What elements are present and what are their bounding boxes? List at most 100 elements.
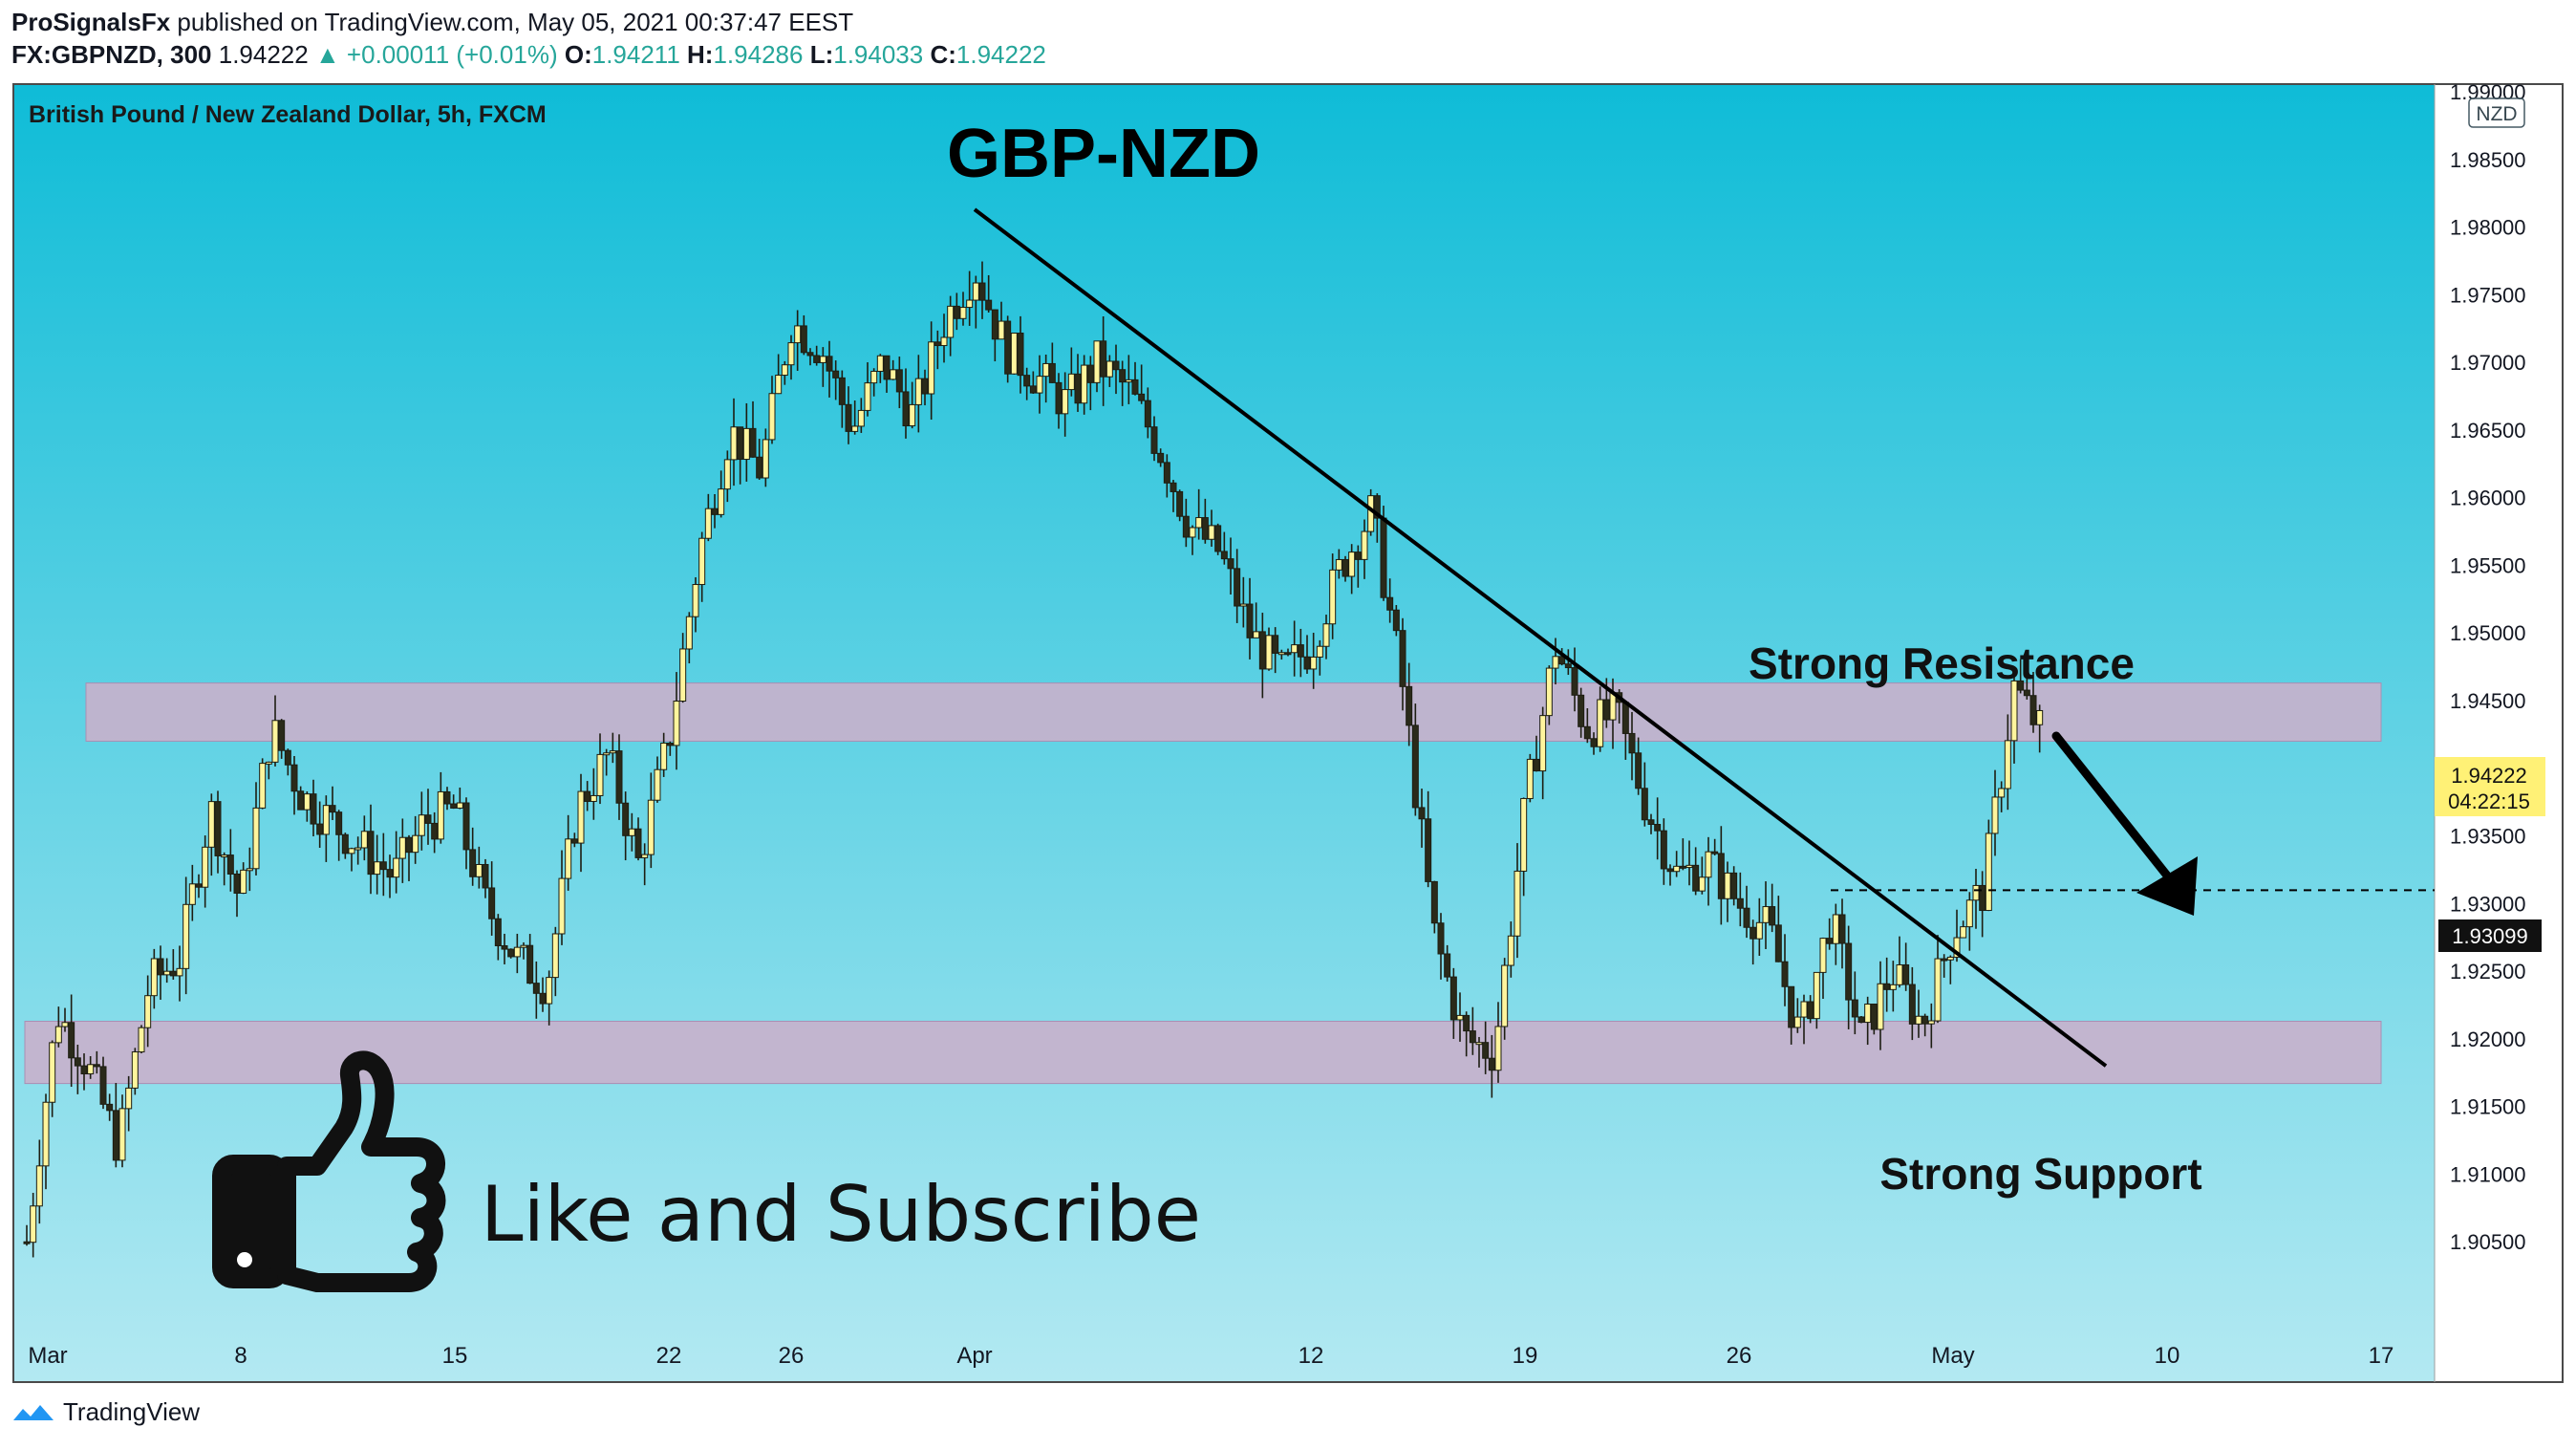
candle-body <box>1628 732 1636 754</box>
candle-body <box>1380 517 1387 598</box>
candle-body <box>1195 517 1203 529</box>
y-tick-label: 1.96000 <box>2450 487 2526 510</box>
y-tick-label: 1.97500 <box>2450 283 2526 307</box>
candle-body <box>1329 569 1337 625</box>
candle-body <box>787 342 795 366</box>
x-tick-label: 17 <box>2369 1343 2394 1369</box>
candle-body <box>494 918 502 946</box>
candle-body <box>367 831 375 876</box>
candle-body <box>1170 482 1177 492</box>
candle-body <box>718 488 725 515</box>
candle-body <box>1272 635 1279 654</box>
candle-body <box>35 1165 43 1207</box>
trendline <box>973 207 2108 1068</box>
candle-body <box>1367 495 1375 532</box>
candle-body <box>1507 935 1514 966</box>
candle-body <box>322 805 330 835</box>
candle-body <box>1813 971 1820 1020</box>
candle-body <box>1437 922 1445 955</box>
candle-body <box>360 831 368 849</box>
candle-body <box>513 946 521 958</box>
candle-body <box>1335 558 1342 571</box>
candle-body <box>418 814 425 836</box>
candle-body <box>252 807 260 870</box>
candle-body <box>169 970 177 977</box>
candle-body <box>2023 689 2030 697</box>
symbol-label[interactable]: FX:GBPNZD, 300 <box>11 40 212 69</box>
candle-body <box>1979 884 1986 912</box>
candle-body <box>1348 551 1356 577</box>
candle-body <box>1430 880 1438 924</box>
candle-body <box>1960 926 1967 939</box>
currency-badge[interactable]: NZD <box>2476 103 2517 125</box>
x-tick-label: May <box>1931 1343 1974 1369</box>
candle-body <box>1501 964 1509 1027</box>
candle-body <box>1578 694 1585 727</box>
countdown-value: 04:22:15 <box>2448 789 2530 813</box>
candle-body <box>1998 788 2006 798</box>
candle-body <box>118 1108 126 1161</box>
candle-body <box>412 834 419 854</box>
candle-body <box>1316 645 1323 658</box>
candle-body <box>144 995 152 1028</box>
candle-body <box>609 750 616 754</box>
footer-brand[interactable]: TradingView <box>63 1397 201 1426</box>
candle-body <box>558 877 566 935</box>
candle-body <box>138 1027 145 1053</box>
candle-body <box>335 811 343 835</box>
candle-body <box>1647 819 1655 826</box>
candle-body <box>456 802 463 809</box>
candle-body <box>1769 906 1776 926</box>
candle-body <box>1411 724 1419 809</box>
close-value: 1.94222 <box>955 40 1046 69</box>
candle-body <box>1736 898 1744 909</box>
support-zone <box>24 1020 2382 1085</box>
candle-body <box>1832 914 1839 944</box>
candle-body <box>1125 378 1132 383</box>
candle-body <box>462 802 470 851</box>
candle-body <box>1067 373 1075 391</box>
candle-body <box>546 977 553 1005</box>
candle-body <box>1743 907 1750 928</box>
candle-body <box>1609 692 1617 721</box>
candle-body <box>1520 797 1528 872</box>
candle-body <box>1590 738 1598 747</box>
close-label: C: <box>930 40 956 69</box>
candle-body <box>284 749 291 766</box>
candle-body <box>1513 870 1521 937</box>
candle-body <box>966 299 974 309</box>
candle-body <box>551 933 559 979</box>
candle-body <box>704 508 712 539</box>
candle-body <box>1144 400 1151 428</box>
publisher-name[interactable]: ProSignalsFx <box>11 8 171 36</box>
candle-body <box>1953 937 1961 958</box>
candle-body <box>1386 596 1394 611</box>
candle-body <box>125 1087 133 1110</box>
candle-body <box>1845 942 1853 1001</box>
candle-body <box>1029 385 1037 394</box>
candle-body <box>1150 426 1158 454</box>
candle-body <box>1214 525 1222 552</box>
open-label: O: <box>564 40 592 69</box>
candle-body <box>221 854 228 858</box>
candle-body <box>781 364 788 377</box>
chart-subtitle: British Pound / New Zealand Dollar, 5h, … <box>29 101 547 128</box>
y-tick-label: 1.91000 <box>2450 1162 2526 1186</box>
candle-body <box>768 393 776 441</box>
ohlc-line: FX:GBPNZD, 300 1.94222 ▲ +0.00011 (+0.01… <box>11 40 1046 70</box>
candle-body <box>1666 868 1674 873</box>
candle-body <box>1755 921 1763 940</box>
low-value: 1.94033 <box>833 40 924 69</box>
candle-body <box>207 801 215 848</box>
candle-body <box>1208 525 1215 540</box>
candle-body <box>176 967 183 977</box>
candle-body <box>1093 340 1101 383</box>
candle-body <box>1023 375 1031 387</box>
candle-body <box>443 790 451 805</box>
candle-body <box>1730 872 1738 899</box>
candle-body <box>1660 830 1667 870</box>
candle-body <box>1807 1001 1814 1020</box>
candle-body <box>1896 963 1903 985</box>
x-tick-label: 26 <box>779 1343 805 1369</box>
